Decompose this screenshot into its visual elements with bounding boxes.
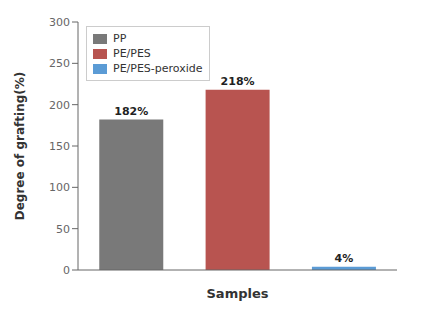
svg-text:50: 50 — [56, 223, 70, 236]
svg-text:100: 100 — [49, 181, 70, 194]
html-text:PE/PES: PE/PES — [113, 47, 151, 60]
svg-text:200: 200 — [49, 99, 70, 112]
svg-text:218%: 218% — [221, 75, 255, 88]
html-text:PE/PES-peroxide: PE/PES-peroxide — [113, 62, 203, 75]
svg-text:150: 150 — [49, 140, 70, 153]
svg-text:300: 300 — [49, 16, 70, 29]
svg-text:182%: 182% — [114, 105, 148, 118]
svg-text:Degree of grafting(%): Degree of grafting(%) — [13, 72, 27, 221]
html-text:PP: PP — [113, 32, 127, 45]
svg-text:250: 250 — [49, 57, 70, 70]
svg-text:Samples: Samples — [207, 286, 269, 301]
svg-text:0: 0 — [63, 264, 70, 277]
svg-text:4%: 4% — [335, 252, 354, 265]
